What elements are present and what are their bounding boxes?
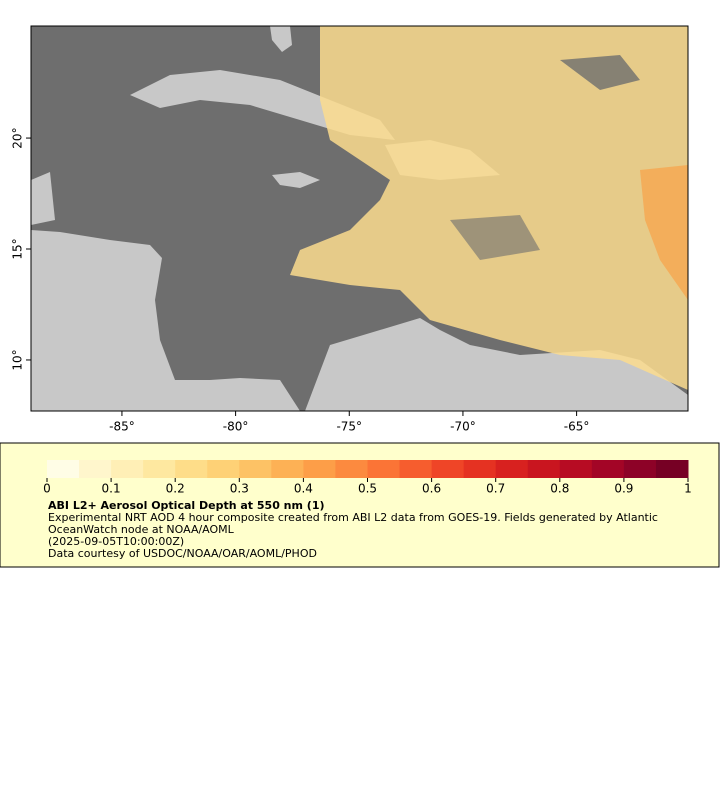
map-frame <box>30 25 689 412</box>
legend-description: Experimental NRT AOD 4 hour composite cr… <box>48 511 658 536</box>
x-tick-label: -70° <box>450 420 476 434</box>
colorbar-segment <box>527 460 561 478</box>
colorbar-tick-label: 0.4 <box>294 482 313 496</box>
y-tick-label: 10° <box>11 349 25 370</box>
colorbar-tick-label: 0.2 <box>166 482 185 496</box>
legend-credit: Data courtesy of USDOC/NOAA/OAR/AOML/PHO… <box>48 547 317 560</box>
colorbar-segment <box>175 460 208 478</box>
colorbar-segment <box>399 460 433 478</box>
colorbar-segment <box>591 460 625 478</box>
colorbar-tick-label: 0.7 <box>486 482 505 496</box>
colorbar-segment <box>655 460 689 478</box>
aerosol-field <box>640 165 688 300</box>
map-area <box>30 25 689 412</box>
y-tick-label: 15° <box>11 238 25 259</box>
land <box>31 172 55 225</box>
legend-title: ABI L2+ Aerosol Optical Depth at 550 nm … <box>48 499 325 512</box>
colorbar-segment <box>431 460 465 478</box>
x-tick-label: -85° <box>109 420 135 434</box>
colorbar-segment <box>239 460 272 478</box>
colorbar-segment <box>559 460 593 478</box>
colorbar-tick-label: 0.8 <box>550 482 569 496</box>
colorbar-segment <box>271 460 304 478</box>
ocean <box>560 55 640 90</box>
colorbar-segment <box>143 460 176 478</box>
colorbar-segment <box>207 460 240 478</box>
colorbar-segment <box>111 460 144 478</box>
colorbar-segment <box>623 460 657 478</box>
colorbar-segment <box>47 460 80 478</box>
x-tick-label: -75° <box>336 420 362 434</box>
colorbar-tick-label: 0 <box>43 482 51 496</box>
land <box>270 26 292 52</box>
colorbar-segment <box>335 460 368 478</box>
legend-text: ABI L2+ Aerosol Optical Depth at 550 nm … <box>48 500 698 560</box>
legend-time: (2025-09-05T10:00:00Z) <box>48 535 185 548</box>
x-tick-label: -80° <box>223 420 249 434</box>
colorbar-tick-label: 0.5 <box>358 482 377 496</box>
colorbar-tick-label: 0.1 <box>102 482 121 496</box>
land <box>305 318 688 411</box>
colorbar-tick-label: 0.9 <box>614 482 633 496</box>
x-tick-label: -65° <box>564 420 590 434</box>
colorbar-segment <box>303 460 336 478</box>
colorbar-tick-label: 0.6 <box>422 482 441 496</box>
ocean <box>450 215 540 260</box>
colorbar-segment <box>367 460 401 478</box>
land <box>272 172 320 188</box>
colorbar-segment <box>79 460 112 478</box>
colorbar-tick-label: 1 <box>684 482 692 496</box>
y-tick-label: 20° <box>11 127 25 148</box>
colorbar-segment <box>463 460 497 478</box>
aerosol-field <box>290 26 688 390</box>
colorbar-tick-label: 0.3 <box>230 482 249 496</box>
colorbar-segment <box>495 460 529 478</box>
land <box>31 230 300 411</box>
